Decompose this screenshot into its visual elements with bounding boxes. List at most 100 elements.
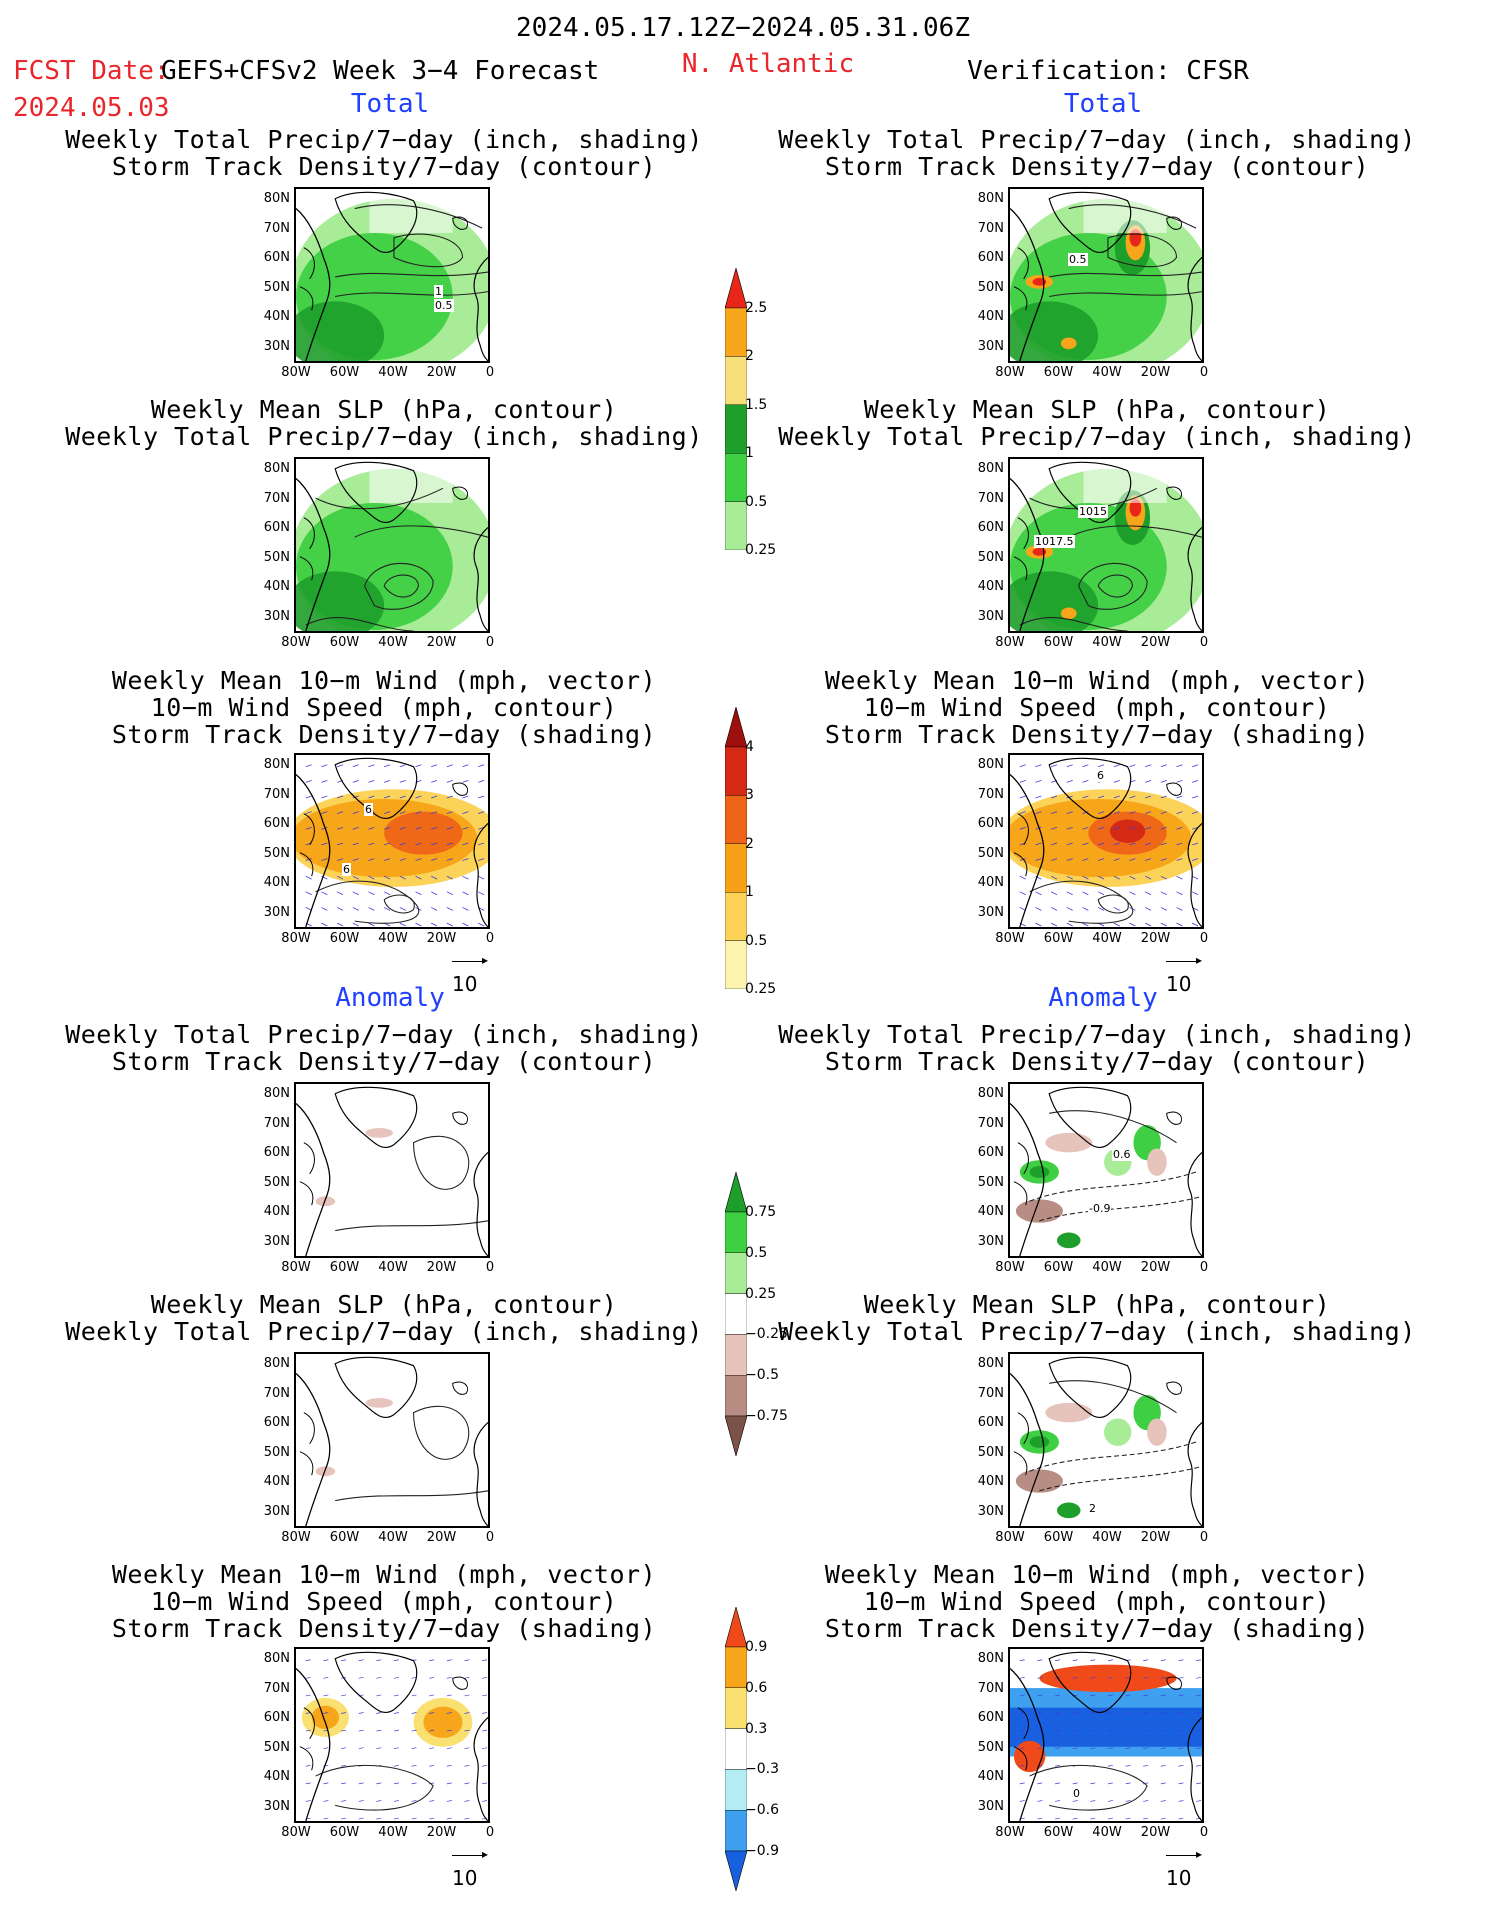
wind-vector <box>399 907 406 911</box>
contour-label: 0.5 <box>1068 253 1088 266</box>
greenland-dry <box>1083 459 1167 503</box>
lon-label: 80W <box>995 931 1025 946</box>
wind-vector <box>1196 1764 1202 1767</box>
wind-vector <box>376 1659 382 1662</box>
lon-label: 40W <box>378 1825 408 1840</box>
wind-vector <box>368 764 375 768</box>
wind-vector <box>352 780 359 783</box>
lat-label: 60N <box>977 1710 1004 1725</box>
lat-label: 40N <box>263 1204 290 1219</box>
precip-orange-3 <box>1060 607 1077 620</box>
europe-africa-coast <box>1187 822 1202 927</box>
wind-vector <box>462 764 469 768</box>
iceland-coast <box>1166 486 1182 500</box>
wind-vector <box>1090 1694 1096 1697</box>
wind-vector <box>1098 858 1105 861</box>
anom-contour <box>1029 1171 1197 1202</box>
lon-label: 40W <box>1092 365 1122 380</box>
wind-vector <box>446 1729 452 1732</box>
panel-title-line: Weekly Total Precip/7−day (inch, shading… <box>65 1317 703 1346</box>
panel-title: Weekly Total Precip/7−day (inch, shading… <box>777 126 1417 180</box>
slp-contour <box>305 617 414 631</box>
wind-vector <box>1129 795 1136 799</box>
lat-label: 80N <box>977 1651 1004 1666</box>
wind-speed-contour <box>315 1764 434 1811</box>
fcst-date-label: FCST Date: <box>13 56 170 86</box>
lon-label: 60W <box>1043 1260 1074 1275</box>
storm-density-contour <box>335 271 488 278</box>
wind-vector <box>462 780 469 783</box>
lat-label: 40N <box>977 1769 1004 1784</box>
north-america-coast <box>296 1373 331 1526</box>
wind-vector <box>1160 922 1167 927</box>
wind-vector <box>1090 1782 1096 1785</box>
wind-vector <box>1072 1800 1078 1802</box>
newfoundland-coast <box>299 1412 315 1476</box>
map-panel <box>1008 1647 1204 1823</box>
colorbar-label: 0.25 <box>745 981 777 997</box>
wind-vector <box>431 764 438 768</box>
lon-label: 60W <box>329 1825 360 1840</box>
lat-label: 60N <box>263 1710 290 1725</box>
wind-vector <box>1090 1747 1096 1750</box>
wind-vector <box>1098 764 1105 768</box>
wind-vector <box>340 1764 347 1767</box>
wind-vector <box>1125 1747 1131 1750</box>
wind-vector <box>429 1712 435 1714</box>
wind-vector <box>1107 1712 1113 1714</box>
wind-vector <box>1019 875 1026 880</box>
slp-contour <box>1077 562 1148 610</box>
colorbar-segment <box>725 1646 747 1688</box>
wind-vector <box>446 875 453 880</box>
lon-label: 40W <box>1092 635 1122 650</box>
anom-wet-3 <box>1057 1232 1081 1249</box>
colorbar-label: −0.25 <box>745 1326 788 1343</box>
wind-vector <box>464 1764 470 1767</box>
lon-label: 20W <box>426 365 457 380</box>
anom-storm-negative-strong <box>1010 1707 1202 1747</box>
wind-vector <box>1037 1712 1043 1714</box>
colorbar-label: 0.75 <box>745 1204 777 1220</box>
wind-vector <box>411 1677 417 1679</box>
wind-vector <box>384 811 391 815</box>
wind-vector <box>352 922 359 927</box>
wind-vector <box>368 891 375 896</box>
lon-label: 0 <box>1199 931 1209 946</box>
europe-africa-coast <box>473 1151 488 1256</box>
wind-vector <box>1082 875 1089 880</box>
lat-label: 30N <box>977 338 1004 354</box>
wind-vector <box>1072 1729 1078 1732</box>
wind-vector <box>431 842 438 846</box>
lat-label: 40N <box>977 1204 1004 1219</box>
wind-vector <box>464 1694 470 1697</box>
wind-vector <box>446 1782 452 1785</box>
wind-vector <box>1019 1677 1025 1679</box>
wind-vector <box>1019 811 1026 815</box>
panel-title-line: 10−m Wind Speed (mph, contour) <box>863 693 1331 722</box>
lon-label: 60W <box>1043 635 1074 650</box>
wind-vector <box>1082 780 1089 783</box>
lon-label: 60W <box>329 1260 360 1275</box>
north-america-coast <box>296 478 331 631</box>
wind-vector <box>1097 907 1105 911</box>
colorbar-label: 4 <box>745 739 754 755</box>
newfoundland-coast <box>1013 1142 1029 1206</box>
colorbar-cap <box>725 1415 747 1456</box>
wind-vector <box>1160 1729 1166 1732</box>
wind-vector <box>1129 858 1136 861</box>
north-america-coast <box>296 208 331 361</box>
wind-vector <box>1072 1817 1078 1820</box>
lon-label: 20W <box>1140 1530 1171 1545</box>
lon-label: 20W <box>1140 1260 1171 1275</box>
lon-label: 80W <box>281 635 311 650</box>
panel-title: Weekly Total Precip/7−day (inch, shading… <box>777 1021 1417 1075</box>
wind-vector <box>1082 811 1089 815</box>
wind-vector <box>305 858 312 861</box>
iceland-coast <box>1166 216 1182 230</box>
lon-label: 40W <box>1092 1260 1122 1275</box>
colorbar <box>725 268 747 550</box>
wind-vector <box>1054 1747 1061 1750</box>
section-total-left: Total <box>350 89 430 119</box>
wind-vector <box>1098 842 1105 846</box>
wind-vector <box>399 795 406 799</box>
